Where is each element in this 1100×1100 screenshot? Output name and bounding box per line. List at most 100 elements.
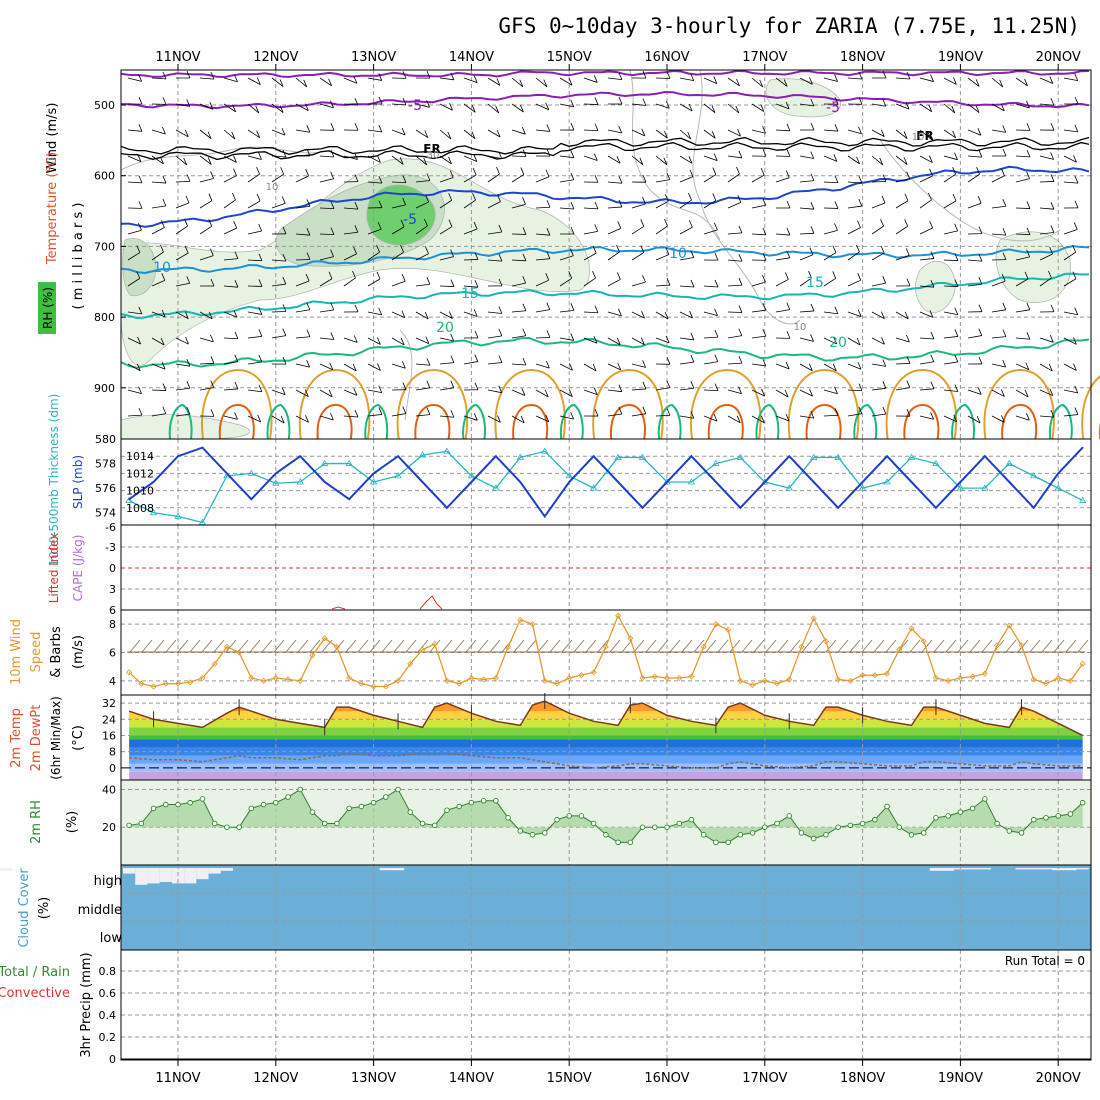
- wind-barb-flag: [498, 385, 503, 393]
- wind-barb: [127, 414, 142, 417]
- wind-barb-flag: [906, 334, 910, 343]
- temp2m-tick: 16: [102, 729, 116, 742]
- contour-10: [120, 245, 1090, 275]
- wind-barb: [271, 203, 286, 209]
- wind-barb: [247, 230, 262, 235]
- wind-barb-flag: [137, 336, 141, 345]
- wind-barb: [823, 389, 838, 395]
- wind-barb: [607, 337, 621, 346]
- wind-barb-flag: [210, 71, 215, 80]
- wind-barb-flag: [618, 125, 623, 134]
- wind-barb-flag: [882, 174, 887, 182]
- rh-point: [859, 820, 866, 827]
- wind-barb: [655, 311, 669, 320]
- wind-barb-flag: [640, 245, 645, 253]
- wind-barb-flag: [546, 124, 551, 132]
- wind-barb-flag: [906, 356, 911, 364]
- bottom-date-label: 14NOV: [449, 1071, 494, 1086]
- wind-barb-flag: [234, 412, 238, 420]
- wind-barb-flag: [498, 253, 503, 262]
- wind10-barb: [165, 639, 177, 653]
- wind-barb-flag: [402, 197, 407, 206]
- wind10-barb: [489, 639, 501, 653]
- wind-barb-flag: [328, 271, 333, 279]
- wind-barb: [559, 207, 574, 210]
- wind-barb-flag: [689, 169, 694, 177]
- wind-barb-flag: [903, 157, 908, 165]
- rh-point: [1030, 816, 1037, 823]
- wind-barb: [487, 415, 501, 423]
- wind-barb: [871, 225, 884, 235]
- wind-barb-flag: [330, 227, 335, 235]
- wind-barb: [679, 337, 694, 341]
- wind-barb: [631, 226, 644, 235]
- wind-barb: [511, 203, 526, 209]
- wind10-point: [737, 677, 744, 684]
- wind-barb: [199, 129, 212, 139]
- high-cloud-bar: [196, 868, 209, 880]
- wind-barb: [151, 155, 164, 165]
- wind-barb: [319, 337, 334, 340]
- orange-contour: [787, 368, 860, 440]
- bottom-date-label: 15NOV: [547, 1071, 592, 1086]
- wind-barb-flag: [906, 71, 911, 80]
- wind-barb: [895, 337, 910, 343]
- wind-barb-flag: [618, 199, 623, 208]
- wind-barb: [847, 77, 862, 80]
- wind-barb-flag: [666, 357, 671, 365]
- ylabel-precip-conv: Convective: [0, 986, 70, 1001]
- wind-barb-flag: [714, 252, 719, 261]
- wind-barb-flag: [999, 79, 1004, 88]
- wind-barb: [1015, 337, 1030, 340]
- wind10-barb: [789, 639, 801, 653]
- wind-barb-flag: [930, 412, 934, 420]
- wind10-point: [382, 683, 389, 690]
- wind-barb: [391, 129, 406, 136]
- wind-barb-flag: [593, 387, 598, 395]
- wind-barb-flag: [402, 175, 407, 183]
- wind-barb: [319, 233, 335, 235]
- wind-barb-flag: [472, 192, 476, 201]
- slp-point: [739, 507, 742, 509]
- wind-barb: [367, 337, 381, 345]
- wind-barb-flag: [879, 157, 884, 166]
- wind-barb-flag: [138, 306, 143, 315]
- wind-barb: [439, 226, 453, 235]
- wind-barb-flag: [688, 103, 693, 112]
- wind-barb: [127, 77, 142, 82]
- wind-barb: [1015, 415, 1030, 421]
- wind-barb-flag: [786, 149, 791, 157]
- contour-freezing-b: [120, 141, 1090, 161]
- wind-barb-flag: [592, 246, 597, 254]
- wind10-barb: [729, 639, 741, 653]
- wind-barb: [967, 389, 982, 395]
- wind-barb-flag: [833, 154, 838, 162]
- wind-barb: [463, 129, 476, 140]
- orange-contour: [298, 368, 371, 440]
- wind-barb: [991, 175, 1005, 183]
- wind-barb: [151, 279, 165, 287]
- wind-barb-flag: [184, 311, 189, 319]
- wind10-barb: [777, 639, 789, 653]
- wind-barb: [799, 103, 814, 107]
- wind-barb-flag: [354, 97, 359, 106]
- wind-barb: [1063, 129, 1078, 133]
- wind-barb: [511, 77, 524, 88]
- wind-barb: [583, 230, 598, 235]
- green-contour: [853, 403, 878, 440]
- wind-barb: [871, 155, 884, 166]
- wind-barb-flag: [594, 224, 599, 232]
- wind-barb-flag: [378, 73, 383, 81]
- wind-barb-flag: [832, 271, 837, 279]
- rh-point: [273, 799, 279, 806]
- wind-barb: [487, 129, 501, 138]
- wind-barb-flag: [303, 79, 308, 88]
- slp-point: [617, 481, 619, 483]
- wind-barb: [559, 255, 574, 261]
- wind-barb-flag: [954, 384, 959, 392]
- wind-barb: [823, 252, 837, 261]
- contour-label: -5: [408, 98, 422, 114]
- wind10-point: [199, 674, 206, 682]
- wind10-barb: [573, 639, 585, 653]
- wind-barb: [295, 77, 308, 88]
